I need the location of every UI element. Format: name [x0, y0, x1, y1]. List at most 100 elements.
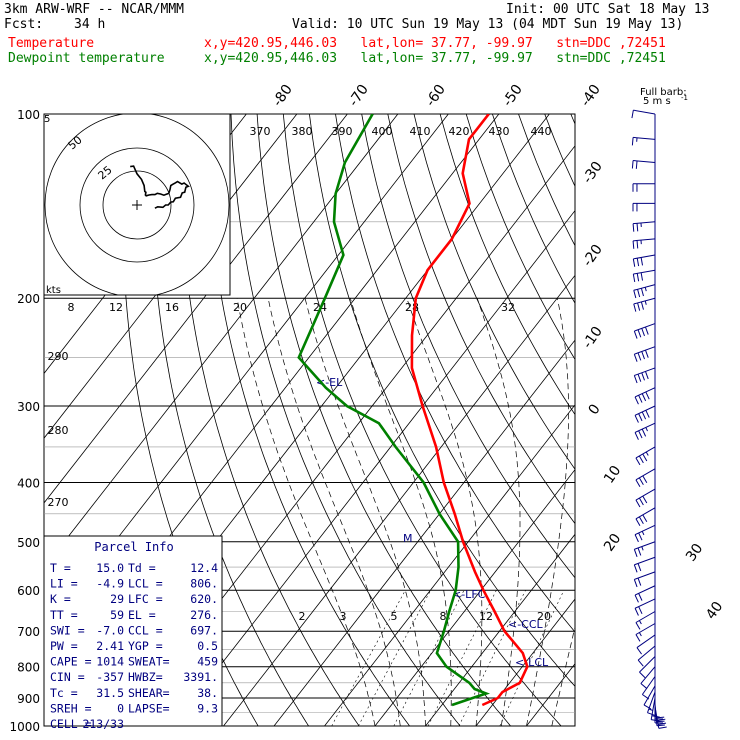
wind-barb	[633, 541, 656, 557]
barb-key-unit: 5 m s	[643, 96, 671, 107]
moist-adiabat-line	[526, 298, 569, 726]
dry-adiabat-line	[282, 114, 562, 726]
isotherm-line	[44, 114, 348, 504]
wind-barb-flag	[640, 288, 644, 297]
wind-barb-flag	[636, 223, 639, 232]
wind-barb-flag	[634, 534, 639, 543]
isobar-label: 700	[17, 625, 40, 639]
wind-barb	[640, 666, 656, 690]
dry-adiabat-line	[702, 114, 740, 739]
wind-barb-flag	[651, 715, 660, 718]
theta-label: 390	[332, 125, 353, 138]
isobar-label: 1000	[9, 720, 40, 734]
wind-barb-flag	[658, 722, 667, 725]
hodograph-rings	[44, 114, 230, 295]
wind-barb-flag	[632, 273, 636, 283]
isotherm-line	[374, 468, 575, 726]
wind-barb	[635, 623, 656, 642]
theta-label: 420	[449, 125, 470, 138]
wind-barb-flag	[638, 430, 643, 439]
valid-time: Valid: 10 UTC Sun 19 May 13 (04 MDT Sun …	[292, 17, 684, 32]
wind-barb	[634, 422, 656, 440]
dry-adiabat-line	[387, 114, 575, 525]
wind-barb	[635, 446, 656, 466]
wind-barb-staff	[641, 676, 656, 695]
mixing-ratio-label: 5	[391, 610, 398, 623]
wind-barb-half-flag	[638, 620, 642, 625]
parcel-info-value: 620.	[190, 592, 218, 606]
dry-adiabat-line	[597, 114, 740, 739]
mixing-ratio-line	[458, 590, 526, 726]
temperature-location: x,y=420.95,446.03 lat,lon= 37.77, -99.97…	[204, 36, 666, 51]
parcel-info-key: CAPE =	[50, 655, 92, 669]
isotherm-label: -10	[580, 324, 606, 352]
isobar-label: 800	[17, 661, 40, 675]
isotherm-label: 0	[586, 401, 604, 417]
wind-barb-flag	[638, 413, 643, 422]
wind-barb	[635, 611, 656, 630]
wind-barb-staff	[635, 611, 656, 623]
wind-barb	[634, 585, 656, 603]
hodograph-speed-label: 32	[501, 301, 515, 314]
moist-adiabat-line	[551, 625, 575, 726]
wind-barb-flag	[631, 110, 634, 119]
moist-adiabat-line	[304, 298, 426, 726]
dewpoint-label: Dewpoint temperature	[8, 51, 165, 66]
wind-barb	[634, 524, 656, 543]
wind-barb-half-flag	[645, 451, 649, 456]
parcel-info-key: T =	[50, 561, 71, 575]
wind-barb-flag	[636, 647, 642, 655]
parcel-info-key: TT =	[50, 608, 78, 622]
wind-barb	[635, 507, 656, 526]
wind-barb-flag	[633, 579, 638, 588]
parcel-info-title: Parcel Info	[94, 540, 173, 554]
parcel-info-key: LCL =	[128, 577, 163, 591]
temperature-label: Temperature	[8, 36, 95, 51]
parcel-info-value: 29	[110, 592, 124, 606]
ccl-marker: <-CCL	[508, 618, 544, 631]
isotherm-line	[172, 209, 575, 726]
isobar-label: 500	[17, 536, 40, 550]
wind-barb-half-flag	[644, 300, 647, 305]
wind-barb-flag	[645, 391, 650, 400]
wind-barb-flag	[636, 240, 639, 249]
moist-adiabat-line	[577, 298, 689, 726]
parcel-info-value: 3391.	[183, 670, 218, 684]
wind-barb	[633, 323, 656, 339]
wind-barb-flag	[638, 606, 643, 615]
wind-barb	[632, 202, 655, 212]
wind-barb-staff	[633, 284, 656, 291]
isotherm-line	[425, 533, 575, 726]
theta-label: 400	[372, 125, 393, 138]
wind-barb-flag	[635, 479, 641, 488]
wind-barb	[654, 700, 663, 724]
dry-adiabat-line	[413, 114, 575, 470]
parcel-info-value: 1014	[96, 655, 124, 669]
mixing-ratio-label: 20	[537, 610, 551, 623]
wind-barb	[632, 269, 656, 283]
wind-barb-flag	[632, 240, 635, 249]
parcel-info-key: LAPSE=	[128, 701, 170, 715]
parcel-info-key: PW =	[50, 639, 78, 653]
isotherm-label: -40	[578, 82, 604, 110]
wind-barbs	[631, 109, 667, 729]
wind-barb-staff	[635, 468, 656, 481]
wind-barb-staff	[634, 524, 656, 536]
parcel-info-key: CCL =	[128, 623, 163, 637]
wind-barb-staff	[635, 623, 656, 635]
wind-barb-flag	[633, 303, 637, 312]
parcel-info-value: 31.5	[96, 686, 124, 700]
wind-barb-flag	[637, 352, 642, 361]
wind-barb-flag	[647, 712, 656, 716]
hodograph-ring	[79, 147, 195, 263]
wind-barb-flag	[637, 563, 642, 572]
wind-barb-flag	[631, 160, 634, 169]
wind-barb-flag	[637, 659, 644, 667]
fcst-value: 34 h	[74, 17, 106, 32]
wind-barb-flag	[637, 302, 641, 311]
isotherm-line	[324, 404, 575, 726]
wind-barb-flag	[635, 499, 641, 508]
wind-barb-flag	[634, 594, 639, 603]
barb-key-title: Full barb:	[640, 87, 687, 98]
wind-barb-staff	[643, 685, 656, 706]
